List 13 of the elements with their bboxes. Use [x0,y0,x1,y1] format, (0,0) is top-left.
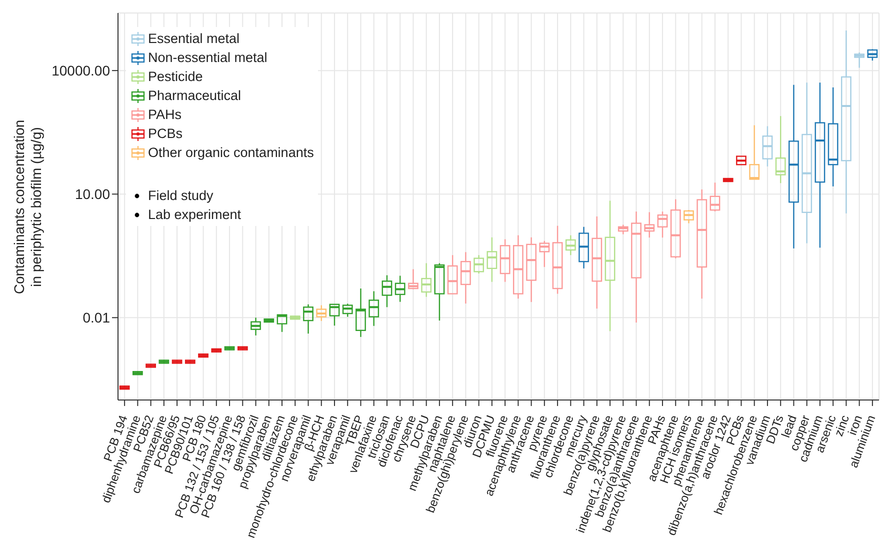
y-axis-title: Contaminants concentration in periphytic biofilm (µg/g) [11,119,45,294]
y-tick-label: 10.00 [74,186,110,202]
y-tick-label: 10000.00 [52,62,110,79]
legend-label: PCBs [148,126,183,141]
legend-label: Non-essential metal [148,50,268,65]
legend-label: Pharmaceutical [148,88,242,103]
legend-label: PAHs [148,107,182,122]
legend-label: Other organic contaminants [148,145,314,160]
annotation: Field study [148,188,214,203]
legend-label: Pesticide [148,69,203,84]
legend-label: Essential metal [148,31,240,46]
annotation: Lab experiment [148,207,242,222]
y-tick-label: 0.01 [82,310,110,326]
